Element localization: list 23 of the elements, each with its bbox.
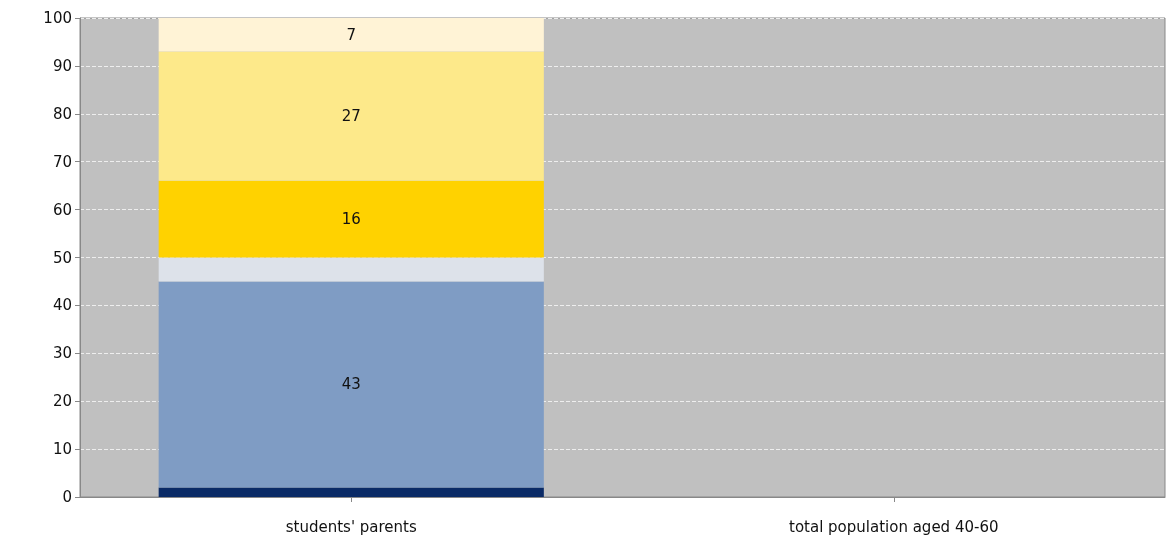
- y-tick-label: 60: [52, 200, 72, 219]
- bar: [158, 180, 544, 258]
- data-label: 16: [341, 210, 361, 229]
- data-label: 27: [341, 107, 361, 126]
- y-tick-label: 10: [52, 440, 72, 459]
- data-label: 7: [346, 25, 357, 44]
- x-tick-label: students' parents: [285, 517, 417, 536]
- x-tick-label: total population aged 40-60: [789, 517, 999, 536]
- y-tick-label: 40: [52, 296, 72, 315]
- y-tick-label: 90: [52, 56, 72, 75]
- data-label: 43: [341, 375, 361, 394]
- y-tick-label: 30: [52, 344, 72, 363]
- bar: [158, 257, 544, 282]
- bar: [158, 18, 544, 52]
- y-tick-label: 0: [62, 488, 72, 506]
- y-tick-label: 20: [52, 392, 72, 411]
- y-tick-label: 80: [52, 104, 72, 123]
- bar: [158, 281, 544, 488]
- y-tick-label: 50: [52, 248, 72, 267]
- bar: [158, 51, 544, 181]
- y-tick-label: 70: [52, 152, 72, 171]
- y-tick-label: 100: [43, 9, 72, 27]
- bar: [158, 487, 544, 497]
